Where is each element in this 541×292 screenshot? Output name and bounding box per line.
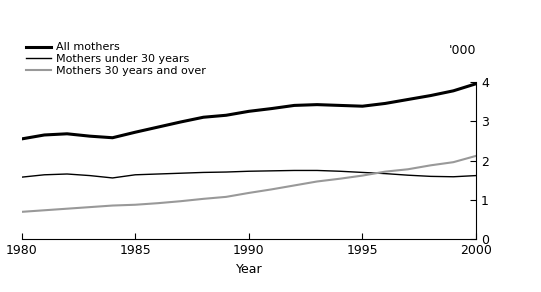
Mothers 30 years and over <box>427 164 434 167</box>
Mothers 30 years and over <box>155 201 161 205</box>
Mothers 30 years and over <box>473 154 479 158</box>
All mothers <box>405 98 411 101</box>
Mothers 30 years and over <box>405 168 411 171</box>
All mothers <box>177 120 184 124</box>
Legend: All mothers, Mothers under 30 years, Mothers 30 years and over: All mothers, Mothers under 30 years, Mot… <box>22 38 210 80</box>
Mothers 30 years and over <box>246 191 252 195</box>
Mothers under 30 years <box>200 171 207 174</box>
Line: All mothers: All mothers <box>22 84 476 139</box>
All mothers <box>109 136 116 140</box>
Mothers 30 years and over <box>200 197 207 201</box>
All mothers <box>18 137 25 141</box>
All mothers <box>314 103 320 106</box>
Mothers under 30 years <box>291 169 298 172</box>
Mothers under 30 years <box>337 169 343 173</box>
Line: Mothers under 30 years: Mothers under 30 years <box>22 171 476 178</box>
Mothers under 30 years <box>427 175 434 178</box>
Mothers 30 years and over <box>177 199 184 203</box>
Mothers 30 years and over <box>132 203 138 206</box>
Text: '000: '000 <box>448 44 476 57</box>
Mothers under 30 years <box>87 174 93 177</box>
All mothers <box>87 134 93 138</box>
Mothers 30 years and over <box>223 195 229 199</box>
Mothers under 30 years <box>109 176 116 180</box>
Mothers under 30 years <box>155 172 161 176</box>
Mothers 30 years and over <box>41 208 48 212</box>
Mothers 30 years and over <box>18 210 25 214</box>
X-axis label: Year: Year <box>235 263 262 276</box>
Mothers 30 years and over <box>268 188 275 191</box>
All mothers <box>382 102 388 105</box>
Mothers under 30 years <box>314 169 320 172</box>
Mothers under 30 years <box>177 171 184 175</box>
Mothers under 30 years <box>132 173 138 177</box>
Mothers 30 years and over <box>314 180 320 183</box>
Mothers under 30 years <box>246 169 252 173</box>
All mothers <box>450 89 457 93</box>
All mothers <box>359 105 366 108</box>
Mothers under 30 years <box>18 175 25 179</box>
Mothers under 30 years <box>405 173 411 177</box>
All mothers <box>200 116 207 119</box>
All mothers <box>473 82 479 86</box>
Mothers under 30 years <box>41 173 48 177</box>
Line: Mothers 30 years and over: Mothers 30 years and over <box>22 156 476 212</box>
Mothers under 30 years <box>382 172 388 175</box>
All mothers <box>268 107 275 110</box>
All mothers <box>427 94 434 97</box>
All mothers <box>337 104 343 107</box>
Mothers under 30 years <box>450 175 457 178</box>
Mothers under 30 years <box>473 174 479 177</box>
All mothers <box>132 131 138 134</box>
All mothers <box>155 125 161 129</box>
All mothers <box>64 132 70 135</box>
Mothers 30 years and over <box>291 184 298 187</box>
Mothers 30 years and over <box>64 207 70 211</box>
All mothers <box>41 133 48 137</box>
All mothers <box>291 104 298 107</box>
Mothers 30 years and over <box>382 170 388 173</box>
Mothers 30 years and over <box>109 204 116 207</box>
All mothers <box>223 114 229 117</box>
Mothers under 30 years <box>359 171 366 174</box>
Mothers under 30 years <box>64 172 70 176</box>
Mothers 30 years and over <box>87 205 93 209</box>
Mothers under 30 years <box>268 169 275 173</box>
Mothers 30 years and over <box>359 174 366 177</box>
Mothers 30 years and over <box>450 160 457 164</box>
Mothers 30 years and over <box>337 177 343 180</box>
Mothers under 30 years <box>223 170 229 174</box>
All mothers <box>246 110 252 113</box>
